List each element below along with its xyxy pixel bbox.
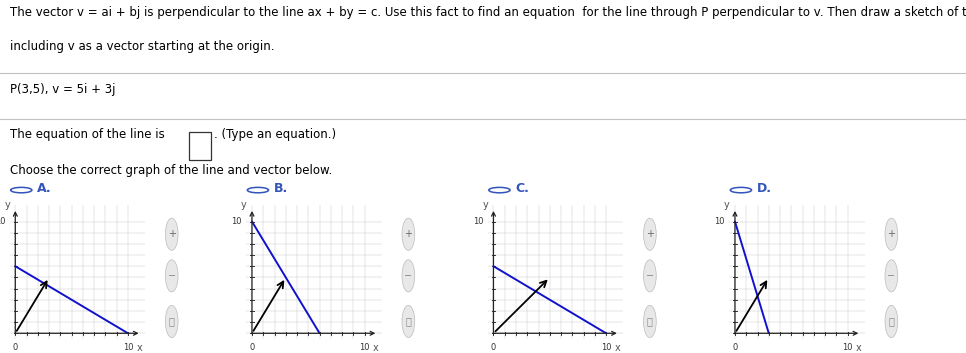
- Text: 10: 10: [0, 217, 5, 226]
- Text: −: −: [405, 271, 412, 281]
- Text: 0: 0: [732, 343, 738, 352]
- Text: Choose the correct graph of the line and vector below.: Choose the correct graph of the line and…: [10, 164, 332, 177]
- Circle shape: [885, 260, 897, 292]
- Text: +: +: [168, 229, 176, 239]
- Text: B.: B.: [273, 183, 288, 195]
- Text: y: y: [5, 201, 11, 210]
- Text: The equation of the line is: The equation of the line is: [10, 128, 164, 142]
- Text: +: +: [888, 229, 895, 239]
- Text: 10: 10: [601, 343, 611, 352]
- Text: P(3,5), v = 5i + 3j: P(3,5), v = 5i + 3j: [10, 83, 115, 96]
- Text: 0: 0: [491, 343, 497, 352]
- Circle shape: [643, 260, 656, 292]
- Text: y: y: [242, 201, 247, 210]
- Text: 10: 10: [472, 217, 483, 226]
- Text: y: y: [724, 201, 730, 210]
- Text: +: +: [646, 229, 654, 239]
- Circle shape: [643, 305, 656, 337]
- Text: The vector v = ai + bj is perpendicular to the line ax + by = c. Use this fact t: The vector v = ai + bj is perpendicular …: [10, 6, 966, 19]
- Text: −: −: [888, 271, 895, 281]
- Circle shape: [885, 218, 897, 250]
- Text: −: −: [646, 271, 654, 281]
- Text: 10: 10: [359, 343, 370, 352]
- Text: 10: 10: [842, 343, 853, 352]
- Text: 10: 10: [123, 343, 133, 352]
- Text: C.: C.: [515, 183, 528, 195]
- Text: D.: D.: [756, 183, 772, 195]
- Text: ⤢: ⤢: [889, 316, 895, 327]
- Text: x: x: [856, 343, 862, 353]
- Text: x: x: [373, 343, 379, 353]
- Circle shape: [885, 305, 897, 337]
- Text: A.: A.: [37, 183, 51, 195]
- Text: x: x: [614, 343, 620, 353]
- Circle shape: [402, 260, 414, 292]
- Text: ⤢: ⤢: [647, 316, 653, 327]
- Text: 10: 10: [714, 217, 724, 226]
- Text: 0: 0: [13, 343, 18, 352]
- Text: . (Type an equation.): . (Type an equation.): [214, 128, 336, 142]
- Text: 0: 0: [249, 343, 255, 352]
- Text: ⤢: ⤢: [406, 316, 412, 327]
- Text: ⤢: ⤢: [169, 316, 175, 327]
- FancyBboxPatch shape: [189, 132, 211, 160]
- Text: x: x: [136, 343, 142, 353]
- Circle shape: [402, 218, 414, 250]
- Circle shape: [165, 218, 178, 250]
- Circle shape: [402, 305, 414, 337]
- Text: y: y: [483, 201, 489, 210]
- Circle shape: [643, 218, 656, 250]
- Text: +: +: [405, 229, 412, 239]
- Text: −: −: [168, 271, 176, 281]
- Text: including v as a vector starting at the origin.: including v as a vector starting at the …: [10, 40, 274, 53]
- Circle shape: [165, 305, 178, 337]
- Text: 10: 10: [231, 217, 242, 226]
- Circle shape: [165, 260, 178, 292]
